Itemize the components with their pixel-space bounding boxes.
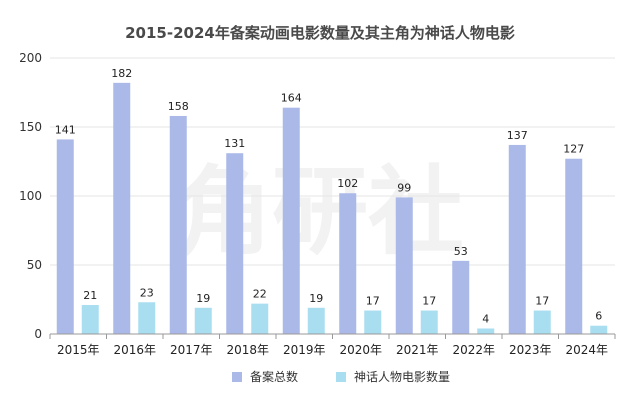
- data-label: 141: [55, 123, 76, 136]
- x-tick-label: 2023年: [509, 343, 552, 357]
- data-label: 127: [563, 143, 584, 156]
- bar-total: [339, 193, 357, 334]
- y-tick-label: 150: [19, 120, 42, 134]
- watermark-text: 角研社: [176, 156, 464, 268]
- data-label: 53: [454, 245, 468, 258]
- data-label: 4: [482, 312, 489, 325]
- labels-layer: 141 21 182 23 158 19 131 22 164 19 102 17 99 17 53 4 137…: [55, 67, 603, 326]
- y-tick-label: 100: [19, 189, 42, 203]
- bar-total: [282, 107, 300, 335]
- y-tick-label: 0: [34, 327, 42, 341]
- data-label: 23: [140, 286, 154, 299]
- x-tick-label: 2019年: [283, 343, 326, 357]
- bar-total: [226, 153, 244, 334]
- data-label: 17: [535, 295, 549, 308]
- chart-title: 2015-2024年备案动画电影数量及其主角为神话人物电影: [125, 24, 515, 42]
- data-label: 6: [595, 310, 602, 323]
- bar-total: [169, 115, 187, 335]
- data-label: 21: [83, 289, 97, 302]
- bar-myth: [81, 305, 99, 334]
- data-label: 164: [281, 92, 302, 105]
- data-label: 131: [224, 137, 245, 150]
- bar-myth: [533, 310, 551, 334]
- data-label: 22: [253, 288, 267, 301]
- data-label: 99: [397, 181, 411, 194]
- legend-swatch: [232, 372, 242, 382]
- legend-swatch: [336, 372, 346, 382]
- bar-myth: [420, 310, 438, 334]
- bar-myth: [364, 310, 382, 334]
- data-label: 137: [507, 129, 528, 142]
- data-label: 19: [196, 292, 210, 305]
- bar-total: [452, 260, 470, 334]
- x-tick-label: 2017年: [170, 343, 213, 357]
- x-tick-label: 2018年: [226, 343, 269, 357]
- bar-myth: [138, 302, 156, 334]
- x-tick-label: 2020年: [339, 343, 382, 357]
- data-label: 17: [422, 295, 436, 308]
- bar-myth: [251, 303, 269, 334]
- bar-total: [113, 82, 131, 334]
- x-tick-label: 2024年: [565, 343, 608, 357]
- x-tick-label: 2022年: [452, 343, 495, 357]
- bar-total: [508, 144, 526, 334]
- x-axis: 2015年 2016年 2017年 2018年 2019年 2020年 2021年 2022年…: [49, 333, 616, 357]
- bar-total: [56, 139, 74, 334]
- bar-myth: [590, 325, 608, 334]
- data-label: 19: [309, 292, 323, 305]
- data-label: 182: [111, 67, 132, 80]
- bar-total: [565, 158, 583, 334]
- bar-total: [395, 197, 413, 334]
- legend-label: 备案总数: [250, 369, 298, 384]
- x-tick-label: 2021年: [396, 343, 439, 357]
- legend: 备案总数 神话人物电影数量: [232, 369, 450, 384]
- bar-myth: [477, 328, 495, 334]
- data-label: 102: [337, 177, 358, 190]
- x-tick-label: 2016年: [113, 343, 156, 357]
- x-tick-label: 2015年: [57, 343, 100, 357]
- bar-myth: [307, 307, 325, 334]
- legend-label: 神话人物电影数量: [354, 369, 450, 384]
- data-label: 158: [168, 100, 189, 113]
- data-label: 17: [366, 295, 380, 308]
- y-tick-label: 200: [19, 51, 42, 65]
- bar-myth: [194, 307, 212, 334]
- y-tick-label: 50: [27, 258, 42, 272]
- bars-layer: [56, 82, 608, 335]
